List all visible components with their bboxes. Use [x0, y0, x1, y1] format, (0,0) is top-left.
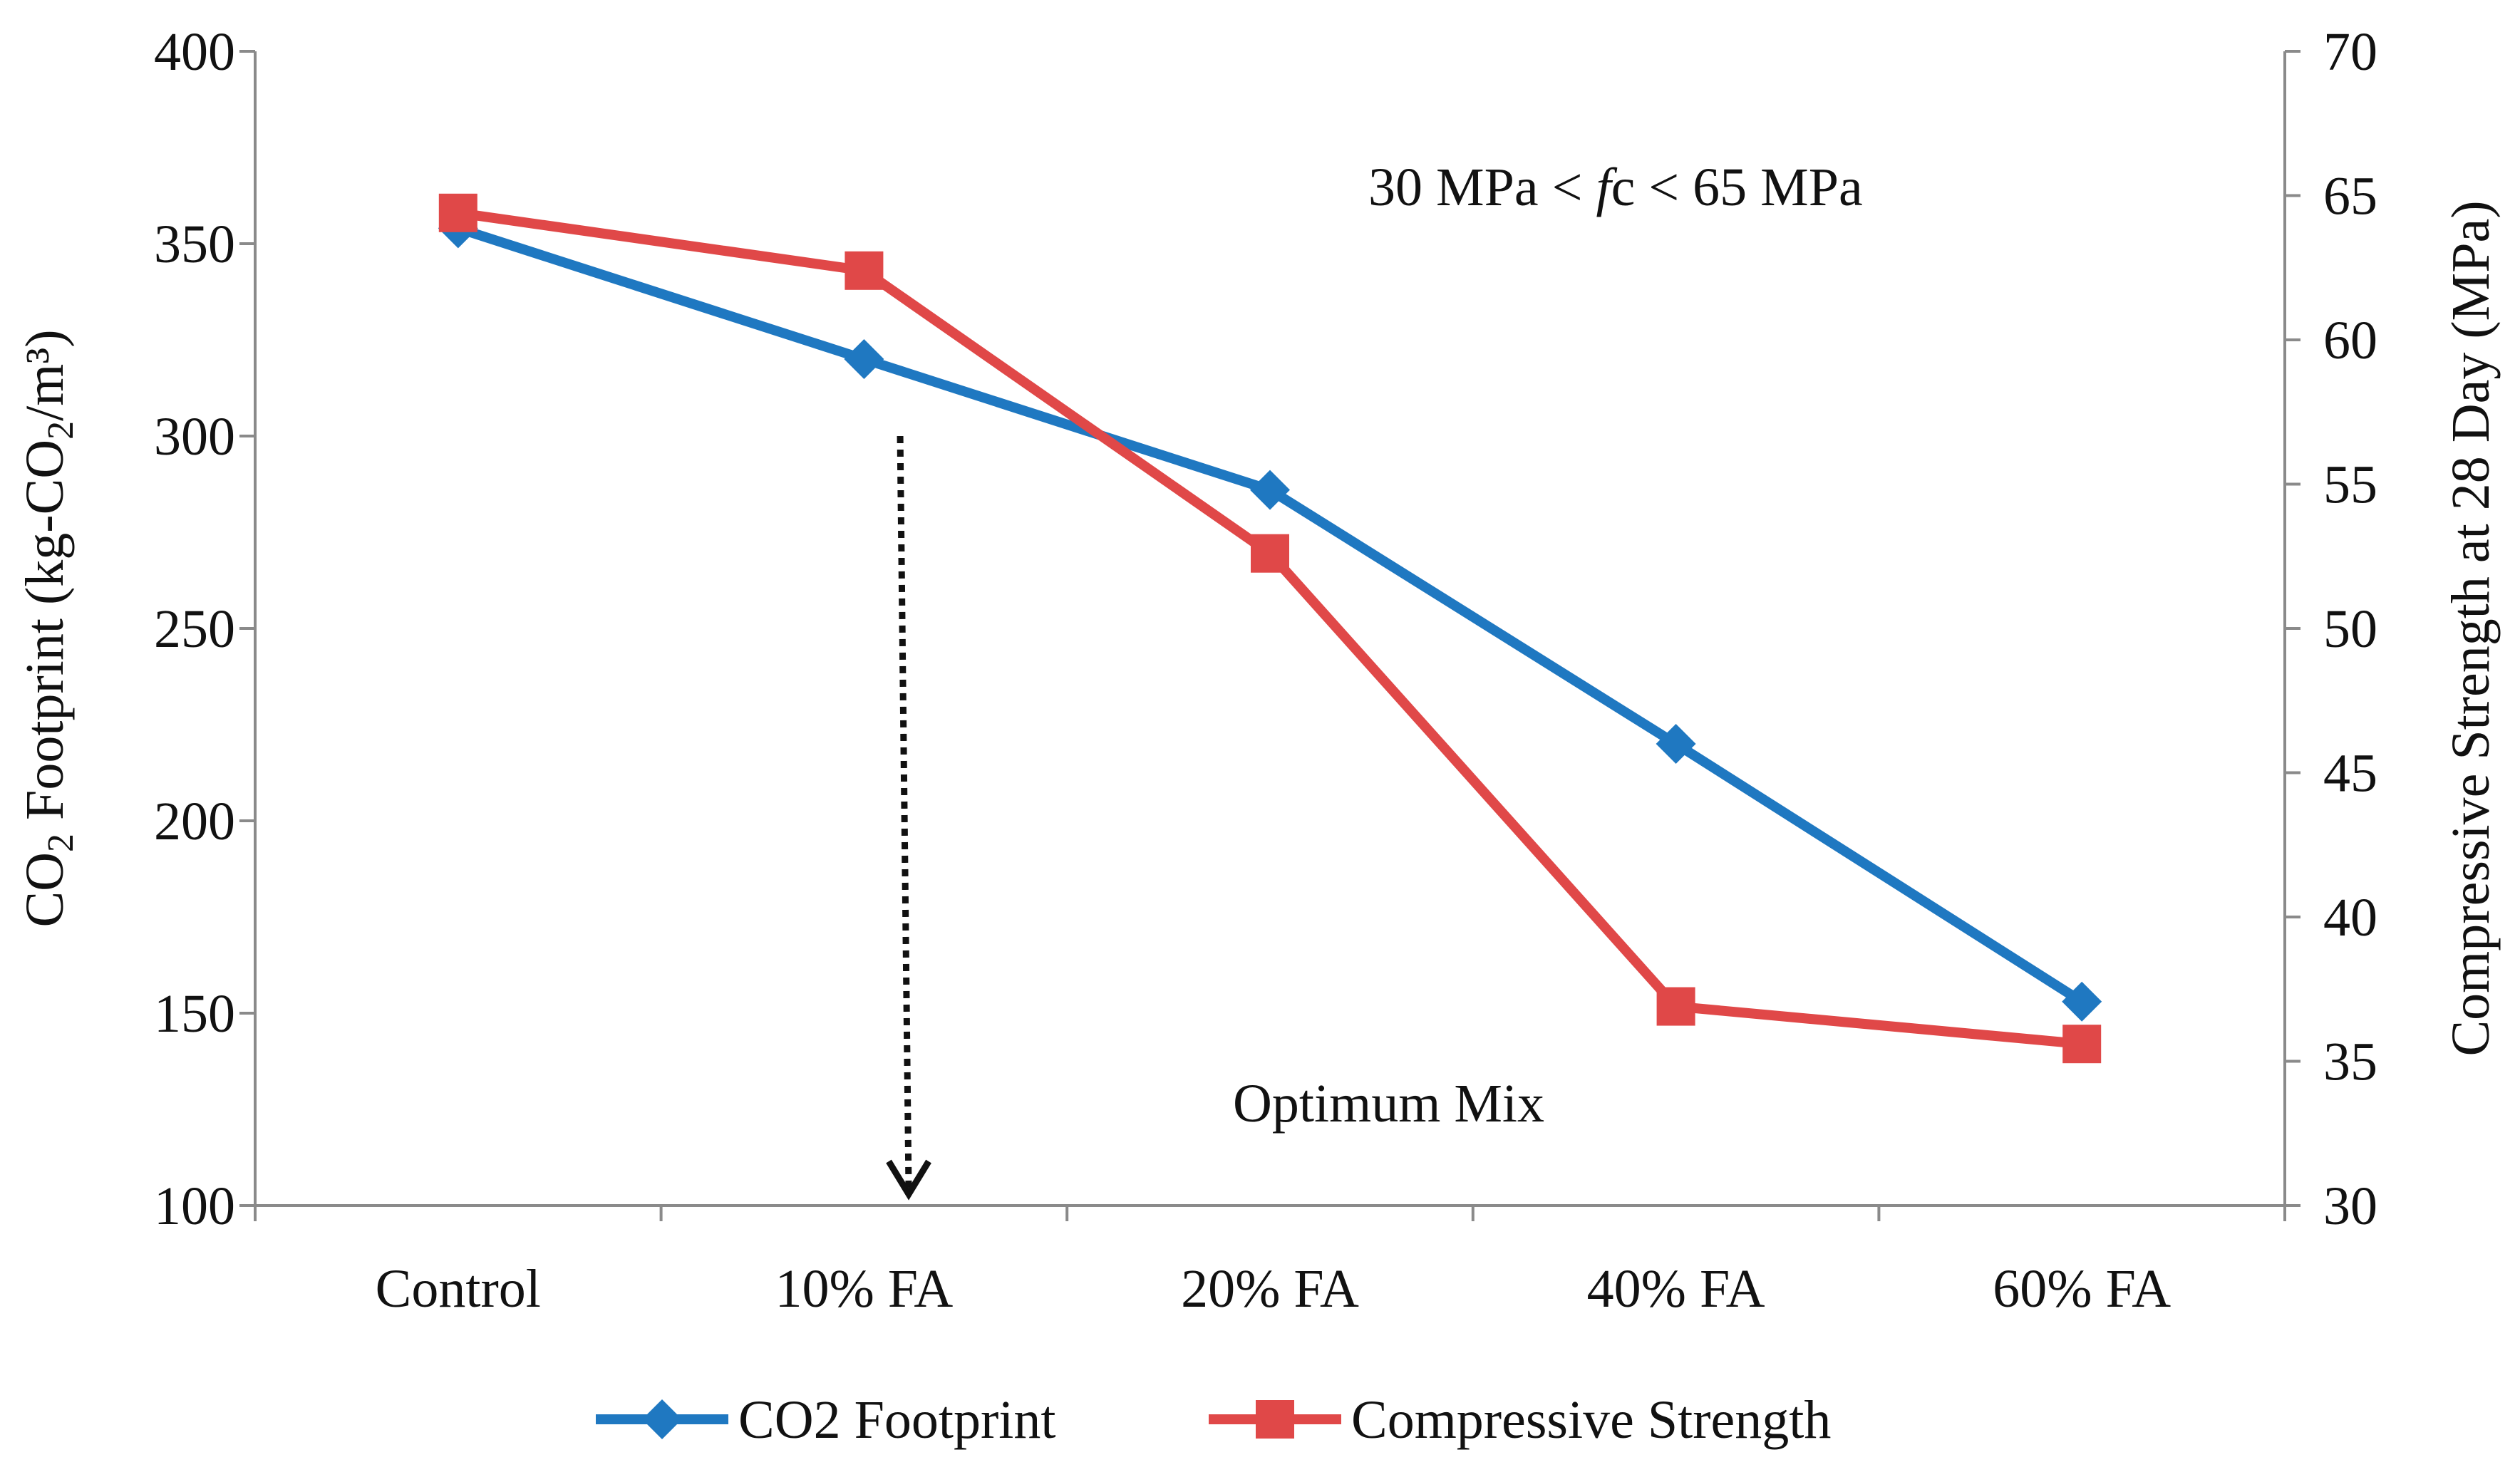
y-left-tick-label: 200 — [154, 792, 235, 851]
legend-marker-co2-footprint — [642, 1399, 682, 1439]
x-tick-label: 10% FA — [775, 1259, 953, 1319]
y-left-tick-label: 400 — [154, 22, 235, 82]
optimum-arrow-shaft — [897, 435, 912, 1192]
data-point-co2-footprint — [844, 339, 884, 379]
legend-label-compressive-strength: Compressive Strength — [1351, 1390, 1831, 1450]
y-left-title-subscript: 2 — [41, 421, 81, 440]
right-tick-group: 30 35 40 45 50 55 60 65 70 — [2285, 22, 2377, 1236]
y-left-tick-label: 250 — [154, 599, 235, 659]
series-layer — [438, 193, 2102, 1064]
x-tick-label: Control — [376, 1259, 541, 1319]
data-point-compressive-strength — [1656, 987, 1695, 1026]
data-point-co2-footprint — [1250, 470, 1290, 510]
y-right-tick-label: 70 — [2323, 22, 2377, 82]
y-right-tick-label: 60 — [2323, 311, 2377, 370]
y-right-axis-title: Compressive Strength at 28 Day (MPa) — [2441, 200, 2501, 1056]
x-tick-label: 60% FA — [1993, 1259, 2171, 1319]
data-point-compressive-strength — [2062, 1025, 2102, 1064]
y-right-tick-label: 40 — [2323, 888, 2377, 948]
legend: CO2 Footprint Compressive Strength — [596, 1390, 1831, 1450]
optimum-mix-annotation: Optimum Mix — [1233, 1074, 1544, 1134]
x-tick-group: Control 10% FA 20% FA 40% FA 60% FA — [254, 1206, 2286, 1319]
x-tick-label: 20% FA — [1181, 1259, 1359, 1319]
y-right-tick-label: 30 — [2323, 1176, 2377, 1236]
optimum-arrow-head — [886, 1159, 931, 1201]
x-tick-label: 40% FA — [1587, 1259, 1765, 1319]
y-left-title-part: Footprint (kg-CO — [15, 440, 75, 834]
y-left-title-part: /m³) — [15, 329, 75, 420]
data-point-compressive-strength — [438, 193, 477, 232]
y-right-tick-label: 55 — [2323, 455, 2377, 515]
series-line-co2-footprint — [453, 223, 2087, 1007]
y-left-axis-title: CO2 Footprint (kg-CO2/m³) — [15, 329, 81, 927]
y-right-tick-label: 50 — [2323, 599, 2377, 659]
range-annotation-part: c < 65 MPa — [1611, 157, 1863, 217]
data-point-compressive-strength — [845, 251, 884, 290]
series-line-compressive-strength — [453, 207, 2087, 1050]
optimum-arrow — [886, 435, 931, 1201]
range-annotation-part: 30 MPa < — [1368, 157, 1596, 217]
y-left-tick-label: 150 — [154, 984, 235, 1044]
data-point-compressive-strength — [1251, 534, 1289, 573]
left-tick-group: 100 150 200 250 300 350 400 — [154, 22, 255, 1236]
y-left-tick-label: 350 — [154, 214, 235, 274]
y-right-tick-label: 45 — [2323, 744, 2377, 804]
legend-label-co2-footprint: CO2 Footprint — [738, 1390, 1056, 1450]
data-point-co2-footprint — [1656, 724, 1696, 764]
y-left-title-subscript: 2 — [41, 834, 81, 852]
y-right-tick-label: 65 — [2323, 167, 2377, 227]
y-left-title-part: CO — [15, 852, 75, 928]
y-left-tick-label: 300 — [154, 407, 235, 467]
y-right-tick-label: 35 — [2323, 1032, 2377, 1092]
range-annotation: 30 MPa < fc < 65 MPa — [1368, 157, 1863, 217]
legend-marker-compressive-strength — [1256, 1400, 1294, 1439]
data-point-co2-footprint — [2062, 981, 2102, 1022]
y-left-tick-label: 100 — [154, 1176, 235, 1236]
